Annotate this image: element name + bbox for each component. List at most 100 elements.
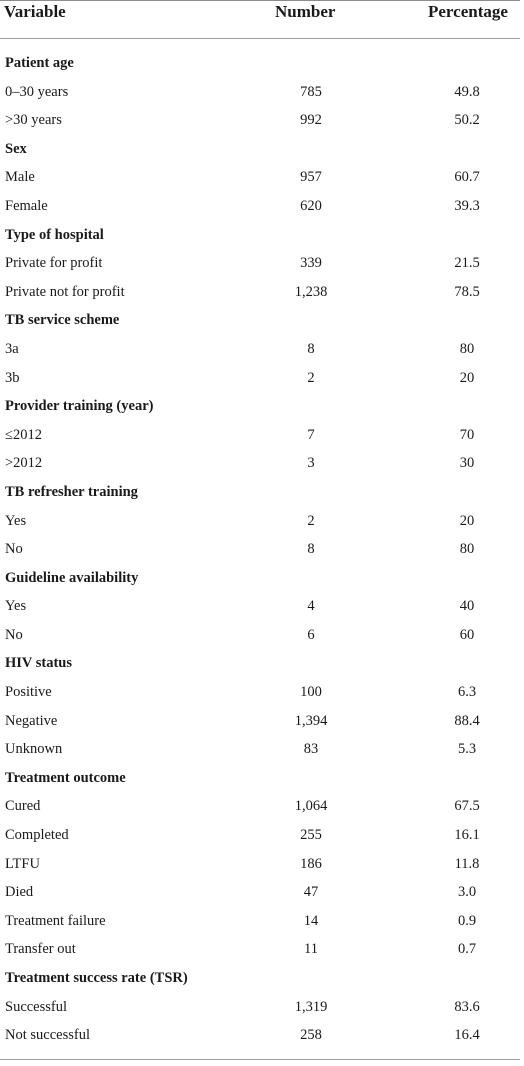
variable-label: Unknown [5,741,63,758]
number-cell: 4 [307,598,315,615]
section-header-row: Treatment outcome [0,765,524,794]
number-cell: 7 [307,426,315,443]
percentage-cell: 20 [459,369,475,386]
section-header-row: HIV status [0,650,524,679]
table-row: Cured 1,064 67.5 [0,793,524,822]
table-row: Treatment failure 14 0.9 [0,908,524,937]
variable-label: Successful [5,998,68,1015]
number-cell: 1,064 [294,798,328,815]
table-row: Successful 1,319 83.6 [0,994,524,1023]
table-row: 3a 8 80 [0,336,524,365]
table-row: Unknown 83 5.3 [0,736,524,765]
table-row: Yes 4 40 [0,593,524,622]
table-row: 0–30 years 785 49.8 [0,79,524,108]
table-row: Positive 100 6.3 [0,679,524,708]
number-cell: 957 [300,169,322,186]
header-number: Number [275,2,336,21]
number-cell: 100 [300,684,322,701]
header-variable: Variable [4,2,66,21]
table-row: No 6 60 [0,622,524,651]
percentage-cell: 78.5 [454,283,480,300]
variable-label: >30 years [5,112,62,129]
number-cell: 1,394 [294,712,328,729]
variable-label: Completed [5,827,69,844]
number-cell: 8 [307,340,315,357]
percentage-cell: 6.3 [457,684,477,701]
percentage-cell: 83.6 [454,998,480,1015]
number-cell: 14 [303,912,319,929]
number-cell: 2 [307,369,315,386]
number-cell: 11 [304,941,318,958]
number-cell: 1,319 [294,998,328,1015]
table-row: No 8 80 [0,536,524,565]
percentage-cell: 40 [459,598,475,615]
variable-label: LTFU [5,855,40,872]
variable-label: Transfer out [5,941,76,958]
number-cell: 255 [300,827,322,844]
number-cell: 8 [307,541,315,558]
percentage-cell: 80 [459,340,475,357]
table-row: >2012 3 30 [0,450,524,479]
percentage-cell: 60.7 [454,169,480,186]
number-cell: 992 [300,112,322,129]
variable-label: 3a [5,340,19,357]
percentage-cell: 16.1 [454,827,480,844]
section-label: Treatment outcome [5,769,126,786]
number-cell: 47 [303,884,319,901]
header-rule [0,38,520,39]
variable-label: Male [5,169,35,186]
section-header-row: Treatment success rate (TSR) [0,965,524,994]
number-cell: 6 [307,626,315,643]
percentage-cell: 67.5 [454,798,480,815]
table-row: Male 957 60.7 [0,164,524,193]
variable-label: Private not for profit [5,283,125,300]
percentage-cell: 60 [459,626,475,643]
section-label: Patient age [5,55,74,71]
section-label: Provider training (year) [5,398,154,415]
section-header-row: Patient age [0,50,524,79]
variable-label: >2012 [5,455,43,472]
variable-label: Yes [5,598,27,615]
percentage-cell: 88.4 [454,712,480,729]
table-top-rule [0,0,520,1]
section-header-row: Type of hospital [0,222,524,251]
number-cell: 83 [303,741,319,758]
table-row: LTFU 186 11.8 [0,851,524,880]
variable-label: Female [5,197,48,214]
section-label: Sex [5,140,27,157]
section-label: TB refresher training [5,483,138,500]
variable-label: Died [5,884,34,901]
variable-label: No [5,626,23,643]
percentage-cell: 30 [459,455,475,472]
table-row: 3b 2 20 [0,365,524,394]
number-cell: 1,238 [294,283,328,300]
percentage-cell: 16.4 [454,1027,480,1044]
section-header-row: Sex [0,136,524,165]
table-row: ≤2012 7 70 [0,422,524,451]
variable-label: No [5,541,23,558]
variable-label: Positive [5,684,52,701]
percentage-cell: 20 [459,512,475,529]
percentage-cell: 49.8 [454,83,480,100]
number-cell: 258 [300,1027,322,1044]
section-header-row: Provider training (year) [0,393,524,422]
number-cell: 3 [307,455,315,472]
percentage-cell: 80 [459,541,475,558]
variable-label: 0–30 years [5,83,69,100]
table-row: Yes 2 20 [0,508,524,537]
variable-label: ≤2012 [5,426,42,443]
percentage-cell: 5.3 [457,741,477,758]
percentage-cell: 70 [459,426,475,443]
percentage-cell: 3.0 [457,884,477,901]
table-body: Patient age 0–30 years 785 49.8 >30 years 992… [0,50,524,1051]
header-percentage: Percentage [428,2,508,21]
percentage-cell: 11.8 [454,855,480,872]
table-header: Variable Number Percentage [0,0,524,38]
percentage-cell: 39.3 [454,197,480,214]
number-cell: 785 [300,83,322,100]
variable-label: Not successful [5,1027,90,1044]
percentage-cell: 50.2 [454,112,480,129]
percentage-cell: 0.7 [457,941,477,958]
table-bottom-rule [0,1059,520,1060]
section-label: TB service scheme [5,312,120,329]
